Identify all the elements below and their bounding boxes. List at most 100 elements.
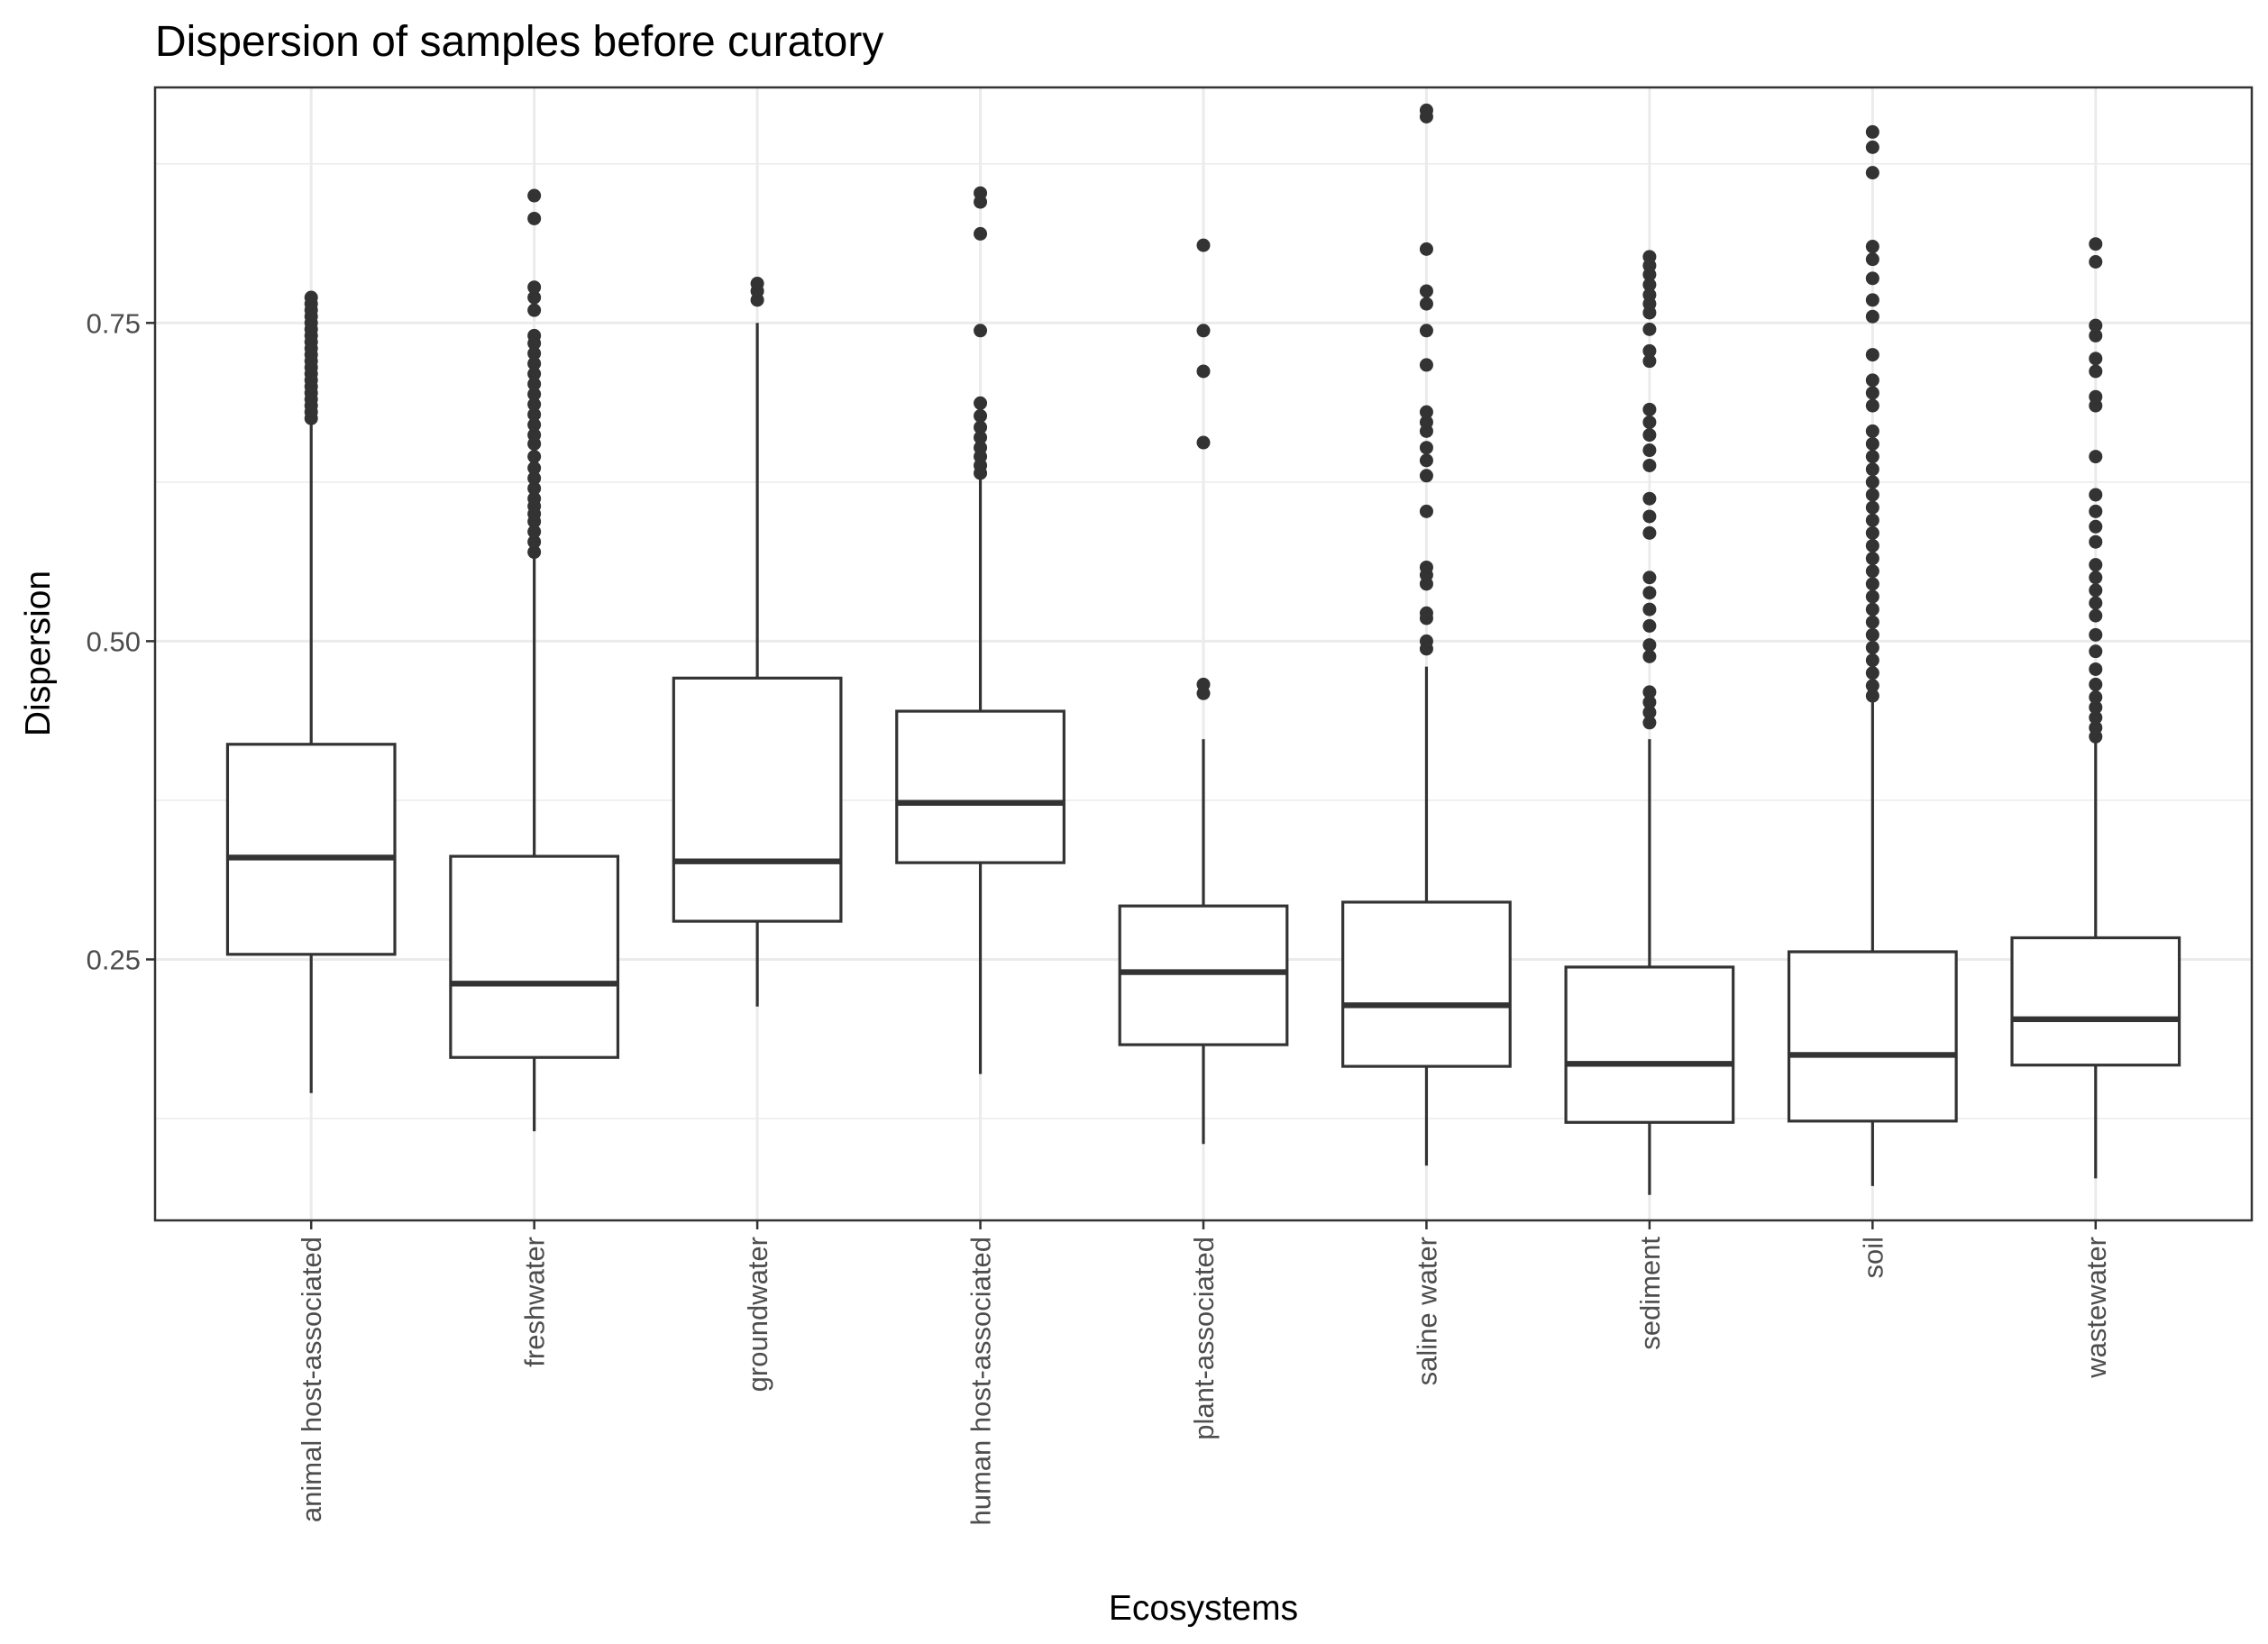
outlier-point	[974, 226, 988, 241]
outlier-point	[1419, 103, 1433, 117]
outlier-point	[1419, 504, 1433, 518]
outlier-point	[1419, 358, 1433, 372]
outlier-point	[527, 481, 542, 496]
outlier-point	[2089, 254, 2103, 269]
x-tick-label: sediment	[1634, 1237, 1666, 1350]
outlier-point	[2089, 318, 2103, 333]
y-tick-label: 0.25	[87, 944, 141, 975]
outlier-point	[1865, 679, 1879, 693]
outlier-point	[974, 396, 988, 410]
boxes	[225, 103, 2181, 1195]
outlier-point	[1865, 424, 1879, 438]
outlier-point	[1419, 297, 1433, 311]
outlier-point	[2089, 237, 2103, 251]
outlier-point	[1865, 488, 1879, 502]
outlier-point	[1865, 538, 1879, 553]
outlier-point	[527, 346, 542, 361]
outlier-point	[1642, 250, 1657, 264]
outlier-point	[1642, 402, 1657, 416]
outlier-point	[527, 367, 542, 381]
outlier-point	[1865, 240, 1879, 254]
outlier-point	[1865, 589, 1879, 604]
outlier-point	[2089, 504, 2103, 518]
outlier-point	[527, 377, 542, 391]
outlier-point	[527, 428, 542, 443]
outlier-point	[1865, 615, 1879, 629]
outlier-point	[2089, 608, 2103, 623]
y-axis-title: Dispersion	[19, 571, 58, 736]
outlier-point	[527, 491, 542, 506]
outlier-point	[2089, 519, 2103, 534]
y-tick-label: 0.50	[87, 626, 141, 657]
outlier-point	[750, 277, 764, 291]
outlier-point	[1865, 398, 1879, 413]
outlier-point	[527, 188, 542, 203]
outlier-point	[1196, 324, 1211, 338]
box-animal-host-associated	[225, 290, 397, 1093]
outlier-point	[1419, 606, 1433, 620]
outlier-point	[1642, 278, 1657, 292]
outlier-point	[1865, 500, 1879, 515]
outlier-point	[1196, 364, 1211, 379]
outlier-point	[1865, 166, 1879, 180]
box-iqr	[1787, 950, 1958, 1123]
outlier-point	[1865, 689, 1879, 703]
box-wastewater	[2010, 237, 2181, 1179]
outlier-point	[527, 534, 542, 549]
outlier-point	[1642, 649, 1657, 663]
outlier-point	[974, 430, 988, 444]
outlier-point	[2089, 488, 2103, 502]
x-axis: animal host-associated freshwater groundwa…	[296, 1220, 2112, 1526]
box-iqr	[895, 709, 1065, 864]
x-tick-label: saline water	[1411, 1237, 1442, 1385]
outlier-point	[1642, 415, 1657, 429]
outlier-point	[1642, 443, 1657, 458]
box-plant-associated	[1118, 238, 1289, 1145]
outlier-point	[1865, 462, 1879, 477]
outlier-point	[527, 525, 542, 539]
outlier-point	[1642, 618, 1657, 633]
outlier-point	[1865, 627, 1879, 642]
outlier-point	[1865, 602, 1879, 616]
outlier-point	[1419, 284, 1433, 298]
outlier-point	[2089, 534, 2103, 549]
outlier-point	[2089, 644, 2103, 659]
outlier-point	[1419, 634, 1433, 648]
outlier-point	[1865, 309, 1879, 324]
outlier-point	[974, 186, 988, 200]
outlier-point	[1642, 288, 1657, 302]
outlier-point	[1865, 436, 1879, 451]
outlier-point	[1196, 435, 1211, 450]
outlier-point	[1419, 405, 1433, 419]
outlier-point	[2089, 700, 2103, 715]
outlier-point	[1419, 441, 1433, 455]
outlier-point	[1865, 552, 1879, 566]
x-tick-label: plant-associated	[1188, 1237, 1220, 1440]
y-tick-label: 0.75	[87, 307, 141, 339]
outlier-point	[1865, 640, 1879, 654]
box-iqr	[1118, 904, 1289, 1046]
outlier-point	[1642, 343, 1657, 358]
outlier-point	[1642, 525, 1657, 540]
outlier-point	[1642, 571, 1657, 585]
x-tick-label: animal host-associated	[296, 1237, 327, 1522]
outlier-point	[2089, 571, 2103, 585]
outlier-point	[1865, 140, 1879, 154]
outlier-point	[527, 407, 542, 422]
outlier-point	[2089, 328, 2103, 342]
outlier-point	[1865, 293, 1879, 307]
outlier-point	[1865, 348, 1879, 362]
outlier-point	[527, 211, 542, 225]
outlier-point	[1642, 509, 1657, 524]
outlier-point	[1642, 695, 1657, 709]
outlier-point	[1642, 716, 1657, 730]
x-tick-label: soil	[1857, 1237, 1888, 1279]
box-soil	[1787, 124, 1958, 1186]
outlier-point	[1419, 242, 1433, 256]
outlier-point	[1865, 564, 1879, 579]
box-sediment	[1564, 250, 1735, 1195]
outlier-point	[1419, 560, 1433, 574]
outlier-point	[974, 324, 988, 338]
outlier-point	[2089, 720, 2103, 735]
outlier-point	[527, 290, 542, 305]
